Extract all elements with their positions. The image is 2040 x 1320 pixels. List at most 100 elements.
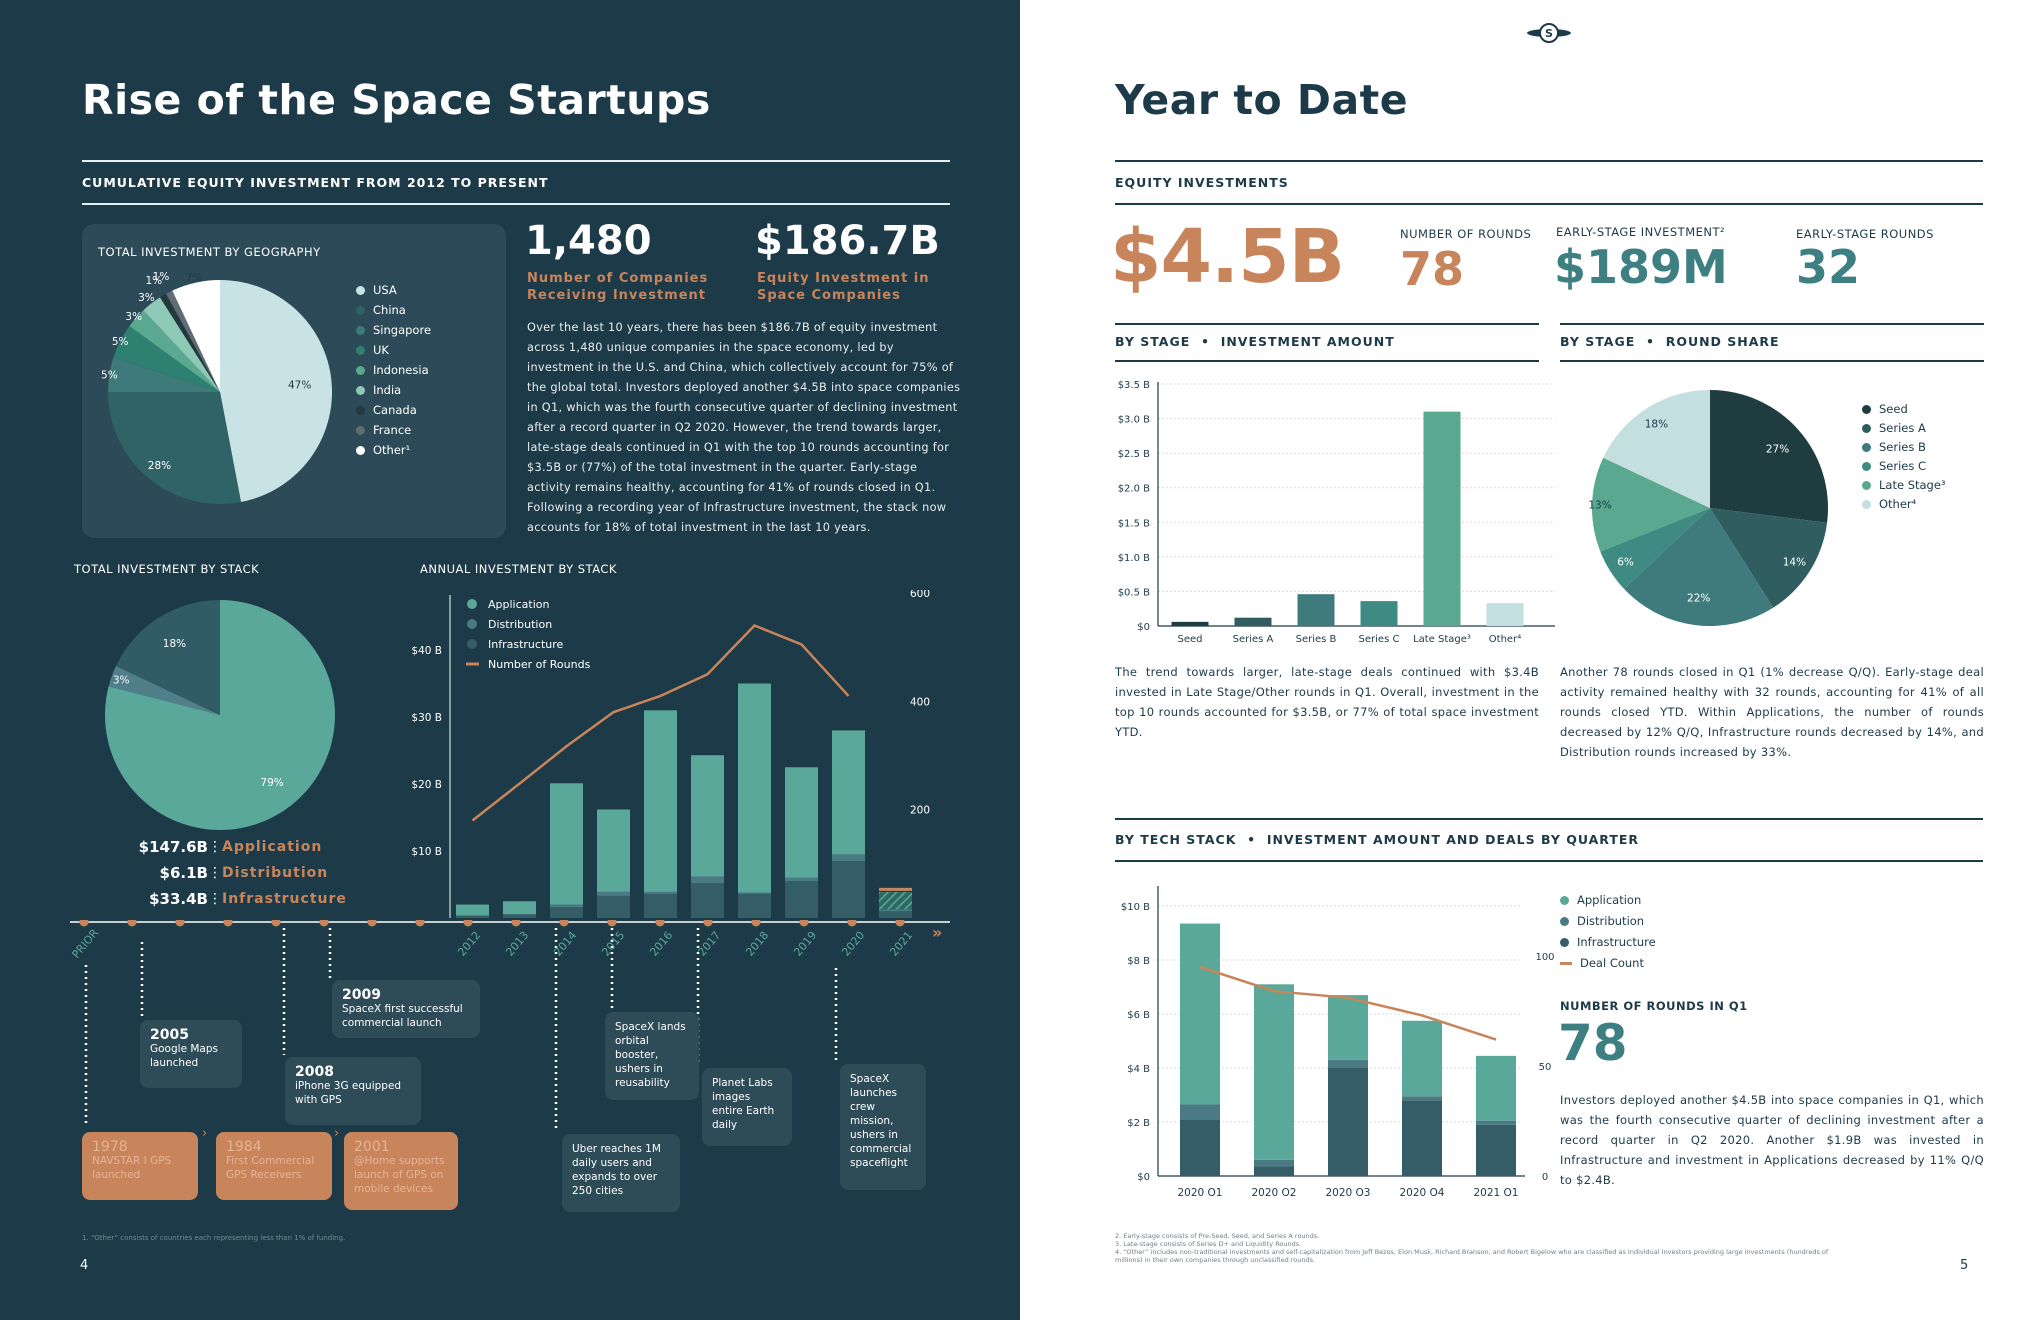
bar-application-2020-q3 bbox=[1328, 995, 1368, 1060]
bar-distribution-2014 bbox=[550, 904, 583, 908]
pie-label: 27% bbox=[1766, 443, 1789, 455]
legend-item: Singapore bbox=[356, 320, 431, 340]
legend-item: UK bbox=[356, 340, 431, 360]
stack-amount-row: $147.6B ⋮ Application bbox=[138, 838, 323, 856]
stack-slice-infrastructure bbox=[115, 600, 220, 715]
timeline-dot bbox=[703, 920, 713, 927]
annual-title: ANNUAL INVESTMENT BY STACK bbox=[420, 562, 617, 576]
bar-application-2018 bbox=[738, 683, 771, 893]
legend-item: France bbox=[356, 420, 431, 440]
pie-label: 14% bbox=[1783, 557, 1806, 569]
bar-infrastructure-2015 bbox=[597, 895, 630, 918]
companies-label: Number of Companies Receiving Investment bbox=[527, 271, 709, 303]
stage-share-paragraph: Another 78 rounds closed in Q1 (1% decre… bbox=[1560, 665, 1984, 759]
timeline-year-2013: 2013 bbox=[503, 929, 531, 959]
x-tick-label: 2020 Q3 bbox=[1325, 1187, 1370, 1196]
x-tick-label: 2020 Q2 bbox=[1251, 1187, 1296, 1196]
x-tick-label: Series A bbox=[1233, 634, 1274, 645]
geography-title: TOTAL INVESTMENT BY GEOGRAPHY bbox=[98, 245, 321, 259]
stage-amount-paragraph: The trend towards larger, late-stage dea… bbox=[1115, 665, 1539, 739]
bar-infrastructure-2018 bbox=[738, 893, 771, 918]
bar-application-2021-q1 bbox=[1476, 1055, 1516, 1121]
legend-item: USA bbox=[356, 280, 431, 300]
timeline-dot bbox=[367, 920, 377, 927]
bar-application-2021 bbox=[879, 891, 912, 910]
bar-seriesa bbox=[1234, 617, 1272, 626]
pie-label: 22% bbox=[1687, 592, 1710, 604]
section-heading: CUMULATIVE EQUITY INVESTMENT FROM 2012 T… bbox=[82, 175, 549, 190]
legend-item: Distribution bbox=[1560, 911, 1656, 932]
stack-slice-distribution bbox=[108, 666, 220, 715]
pie-label: 3% bbox=[125, 311, 142, 323]
timeline-dot bbox=[799, 920, 809, 927]
y-tick-label: $8 B bbox=[1127, 956, 1150, 967]
geo-slice-india bbox=[143, 297, 220, 392]
bar-seriesb bbox=[1297, 594, 1335, 626]
bar-distribution-2013 bbox=[503, 913, 536, 915]
bar-other bbox=[1486, 603, 1524, 626]
page-title: Year to Date bbox=[1115, 76, 1409, 124]
pie-label: 18% bbox=[1645, 419, 1668, 431]
bar-application-2017 bbox=[691, 755, 724, 877]
timeline-year-2015: 2015 bbox=[599, 929, 627, 959]
bar-distribution-2021 bbox=[879, 909, 912, 912]
geography-legend: USA China Singapore UK Indonesia India Canada F… bbox=[356, 280, 431, 460]
geo-slice-uk bbox=[113, 326, 220, 392]
x-tick-label: Other⁴ bbox=[1489, 634, 1521, 645]
timeline-year-2019: 2019 bbox=[791, 929, 819, 959]
legend-marker bbox=[467, 619, 477, 629]
tech-stack-legend: Application Distribution Infrastructure Dea… bbox=[1560, 890, 1656, 974]
y-right-tick-label: 200 bbox=[910, 805, 930, 817]
legend-item: Series B bbox=[1862, 438, 1946, 457]
event-2001: 2001 @Home supports launch of GPS on mob… bbox=[344, 1132, 458, 1210]
svg-text:S: S bbox=[1545, 27, 1553, 40]
y-tick-label: $3.0 B bbox=[1118, 415, 1150, 426]
event-2009: 2009 SpaceX first successful commercial … bbox=[332, 980, 480, 1038]
summary-paragraph: Over the last 10 years, there has been $… bbox=[527, 321, 961, 534]
legend-item: Other⁴ bbox=[1862, 495, 1946, 514]
bar-distribution-2020-q2 bbox=[1254, 1159, 1294, 1167]
pie-label: 5% bbox=[101, 369, 118, 381]
x-tick-label: Seed bbox=[1178, 634, 1203, 645]
share-slice-latestage bbox=[1592, 457, 1710, 552]
event-1978: 1978 NAVSTAR I GPS launched bbox=[82, 1132, 198, 1200]
kpi-early-investment-value: $189M bbox=[1554, 240, 1728, 294]
timeline-dot bbox=[223, 920, 233, 927]
bar-application-2015 bbox=[597, 809, 630, 892]
event-uber: Uber reaches 1M daily users and expands … bbox=[562, 1134, 680, 1212]
bar-infrastructure-2019 bbox=[785, 881, 818, 918]
y-tick-label: $0 bbox=[1137, 622, 1150, 633]
y-tick-label: $30 B bbox=[411, 712, 442, 724]
bar-application-2020 bbox=[832, 730, 865, 855]
legend-marker bbox=[467, 639, 477, 649]
kpi-early-rounds-label: EARLY-STAGE ROUNDS bbox=[1796, 227, 1934, 241]
pie-label: 47% bbox=[288, 379, 311, 391]
stack-amounts: $147.6B ⋮ Application $6.1B ⋮ Distribution $33… bbox=[120, 834, 380, 912]
bar-distribution-2020-q1 bbox=[1180, 1104, 1220, 1120]
share-slice-other bbox=[1603, 390, 1710, 508]
y-right-tick-label: 100 bbox=[1535, 952, 1554, 963]
deal-count-line bbox=[1199, 965, 1497, 1041]
bar-distribution-2016 bbox=[644, 891, 677, 894]
x-tick-label: 2021 Q1 bbox=[1473, 1187, 1518, 1196]
bar-infrastructure-2020-q2 bbox=[1254, 1166, 1294, 1176]
bar-application-2016 bbox=[644, 710, 677, 892]
bar-infrastructure-2014 bbox=[550, 907, 583, 918]
bar-distribution-2018 bbox=[738, 892, 771, 894]
bar-infrastructure-2012 bbox=[456, 915, 489, 918]
bar-distribution-2020 bbox=[832, 854, 865, 862]
round-share-pie: 27% 14% 22% 6% 13% 18% bbox=[1588, 390, 1828, 626]
timeline-dot bbox=[127, 920, 137, 927]
bar-distribution-2021-q1 bbox=[1476, 1120, 1516, 1125]
tech-stack-heading: BY TECH STACK • INVESTMENT AMOUNT AND DE… bbox=[1115, 832, 1640, 847]
legend-label: Number of Rounds bbox=[488, 658, 591, 671]
timeline-dot bbox=[847, 920, 857, 927]
bar-infrastructure-2020-q1 bbox=[1180, 1119, 1220, 1176]
bar-infrastructure-2021-q1 bbox=[1476, 1124, 1516, 1176]
geo-slice-indonesia bbox=[129, 310, 220, 392]
y-right-tick-label: 0 bbox=[1542, 1172, 1548, 1183]
timeline-dot bbox=[895, 920, 905, 927]
footnotes: 2. Early-stage consists of Pre-Seed, See… bbox=[1115, 1232, 1829, 1264]
bar-seriesc bbox=[1360, 601, 1398, 626]
bar-infrastructure-2020-q3 bbox=[1328, 1068, 1368, 1176]
